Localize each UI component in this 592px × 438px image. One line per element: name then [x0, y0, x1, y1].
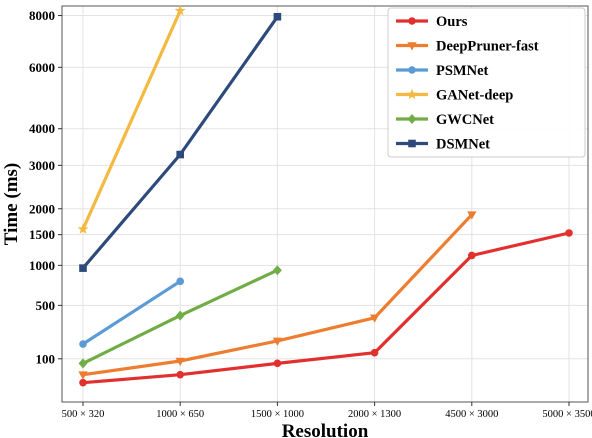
legend: Ours DeepPruner-fast PSMNet GANet-deep GWCNe…: [387, 7, 586, 158]
y-tick-label: 100: [36, 351, 56, 366]
legend-label: DSMNet: [436, 137, 490, 153]
y-tick-label: 6000: [29, 60, 55, 75]
legend-box: [387, 7, 586, 158]
data-point: [176, 277, 185, 286]
series-line: [81, 9, 182, 231]
x-tick-label: 1500 × 1000: [251, 409, 304, 420]
data-point: [176, 150, 185, 159]
series-psmnet: [79, 277, 185, 348]
legend-marker: [407, 113, 417, 125]
data-point: [273, 359, 282, 368]
data-point: [467, 251, 476, 260]
legend-label: PSMNet: [436, 63, 489, 79]
data-point: [467, 211, 477, 220]
x-axis-ticks: 500 × 320 1000 × 650 1500 × 1000 2000 × 130…: [62, 402, 592, 420]
legend-item: GWCNet: [396, 112, 494, 128]
series-ganet-deep: [77, 5, 186, 234]
y-axis-ticks: 100 500 1000 1500 2000 3000 4000 6000 8000: [29, 8, 62, 366]
data-point: [79, 378, 87, 387]
data-point: [77, 223, 89, 234]
data-point: [175, 310, 185, 321]
series-lines: [77, 5, 573, 387]
legend-marker: [408, 66, 416, 74]
series-line: [81, 231, 571, 385]
y-tick-label: 2000: [29, 201, 55, 216]
data-point: [176, 370, 185, 379]
data-point: [79, 264, 87, 272]
series-dsmnet: [79, 12, 282, 272]
legend-marker: [408, 139, 416, 148]
data-point: [273, 12, 282, 21]
legend-label: Ours: [436, 14, 468, 30]
y-tick-label: 4000: [29, 121, 55, 136]
y-tick-label: 3000: [29, 158, 55, 173]
legend-item: Ours: [396, 14, 468, 30]
data-point: [174, 5, 186, 16]
legend-marker: [407, 42, 417, 51]
x-axis-label: Resolution: [282, 421, 369, 438]
data-point: [78, 371, 88, 380]
data-point: [79, 340, 87, 348]
data-point: [369, 314, 380, 323]
legend-marker: [408, 17, 416, 25]
series-line: [81, 279, 182, 346]
x-tick-label: 500 × 320: [62, 409, 105, 420]
plot-frame: [61, 5, 589, 403]
x-tick-label: 5000 × 3500: [542, 409, 592, 420]
data-point: [370, 348, 379, 357]
x-tick-label: 4500 × 3000: [445, 409, 498, 420]
legend-marker: [406, 88, 418, 100]
y-tick-label: 8000: [29, 8, 55, 23]
series-deeppruner-fast: [78, 211, 477, 380]
y-tick-label: 1000: [29, 258, 55, 273]
series-gwcnet: [78, 265, 282, 369]
y-axis-label: Time (ms): [1, 163, 22, 246]
x-tick-label: 1000 × 650: [156, 409, 204, 420]
y-tick-label: 1500: [29, 227, 55, 242]
data-point: [272, 337, 283, 346]
legend-item: DSMNet: [396, 137, 490, 153]
legend-item: PSMNet: [396, 63, 489, 79]
legend-item: GANet-deep: [396, 88, 513, 104]
data-point: [175, 357, 185, 367]
y-tick-label: 500: [36, 298, 56, 313]
x-tick-label: 2000 × 1300: [348, 409, 401, 420]
data-point: [78, 358, 88, 369]
legend-label: GANet-deep: [436, 88, 513, 104]
data-point: [272, 265, 282, 276]
legend-label: GWCNet: [436, 112, 494, 128]
data-point: [565, 229, 573, 237]
grid: [62, 6, 588, 402]
legend-item: DeepPruner-fast: [396, 39, 539, 55]
series-ours: [79, 229, 573, 387]
legend-label: DeepPruner-fast: [436, 39, 539, 55]
